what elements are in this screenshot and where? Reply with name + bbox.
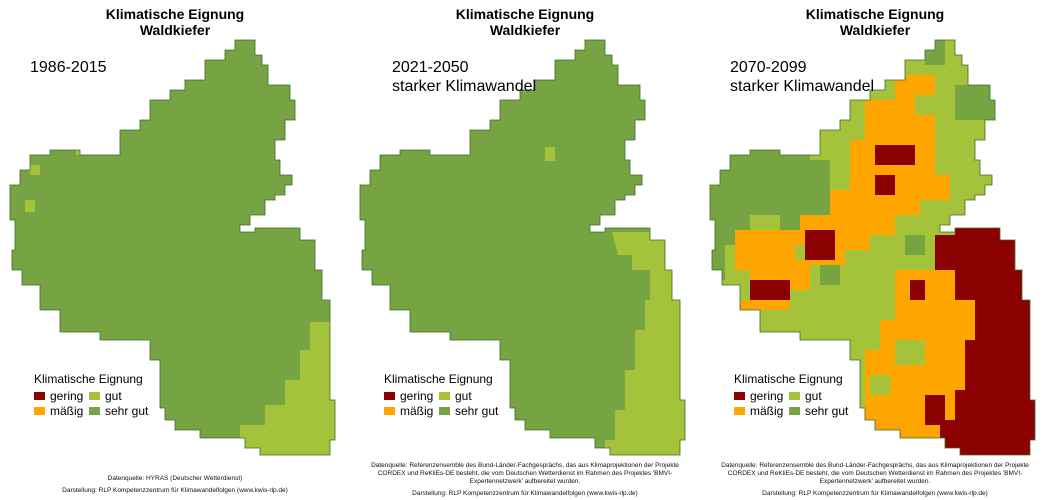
legend-item-sehr-gut: sehr gut (789, 404, 859, 418)
suitability-map (709, 39, 1036, 456)
state-border (9, 39, 336, 456)
region-sehr-gut (10, 40, 335, 455)
legend: Klimatische Eignung gering gut mäßig seh… (384, 372, 509, 418)
legend: Klimatische Eignung gering gut mäßig seh… (734, 372, 859, 418)
region-gut-north (545, 147, 555, 161)
map-panel-2021-2050: Klimatische Eignung Waldkiefer 2021-2050… (350, 0, 700, 500)
region-gering-patch (910, 280, 925, 300)
region-gering-patch (875, 145, 915, 165)
suitability-map (9, 39, 336, 456)
region-sehr-gut-center (905, 235, 925, 255)
legend-item-sehr-gut: sehr gut (89, 404, 159, 418)
map-title: Klimatische Eignung Waldkiefer (455, 6, 595, 38)
state-border (709, 39, 1036, 456)
region-gering-patch (875, 175, 895, 195)
region-sehr-gut-center (820, 265, 840, 285)
legend-item-gering: gering (34, 389, 89, 403)
map-panel-1986-2015: Klimatische Eignung Waldkiefer 1986-2015… (0, 0, 350, 500)
legend-item-gering: gering (384, 389, 439, 403)
legend-item-gering: gering (734, 389, 789, 403)
region-gut-east (605, 232, 685, 455)
map-title: Klimatische Eignung Waldkiefer (805, 6, 945, 38)
region-maessig-band (735, 75, 950, 330)
region-gut-west (30, 165, 40, 175)
region-sehr-gut-northwest (710, 140, 830, 280)
data-source-credit: Datenquelle: HYRAS (Deutscher Wetterdien… (62, 475, 288, 494)
region-sehr-gut (360, 40, 685, 455)
region-gering-east (935, 228, 1035, 455)
legend-item-maessig: mäßig (734, 404, 789, 418)
region-gering-patch (805, 230, 835, 260)
period-label: 2070-2099 starker Klimawandel (730, 59, 875, 95)
legend-item-maessig: mäßig (34, 404, 89, 418)
legend: Klimatische Eignung gering gut mäßig seh… (34, 372, 159, 418)
period-label: 1986-2015 (30, 59, 107, 76)
map-title: Klimatische Eignung Waldkiefer (105, 6, 245, 38)
region-maessig-north (865, 120, 890, 140)
region-gering-patch (925, 395, 945, 425)
region-gering-patch (735, 310, 750, 330)
legend-item-gut: gut (439, 389, 509, 403)
region-gut-southeast (240, 322, 335, 455)
legend-item-gut: gut (789, 389, 859, 403)
region-gut-patch (870, 375, 890, 395)
state-border (359, 39, 686, 456)
data-source-credit: Datenquelle: Referenzensemble des Bund-L… (371, 462, 679, 497)
legend-item-sehr-gut: sehr gut (439, 404, 509, 418)
suitability-map (359, 39, 686, 456)
region-gut-patch (895, 340, 925, 365)
region-sehr-gut-northeast (955, 85, 995, 120)
period-label: 2021-2050 starker Klimawandel (392, 59, 537, 95)
map-panel-2070-2099: Klimatische Eignung Waldkiefer 2070-2099… (700, 0, 1050, 500)
region-gut-west (25, 200, 35, 212)
region-gering-patch (750, 280, 790, 300)
legend-item-gut: gut (89, 389, 159, 403)
legend-item-maessig: mäßig (384, 404, 439, 418)
data-source-credit: Datenquelle: Referenzensemble des Bund-L… (721, 462, 1029, 497)
